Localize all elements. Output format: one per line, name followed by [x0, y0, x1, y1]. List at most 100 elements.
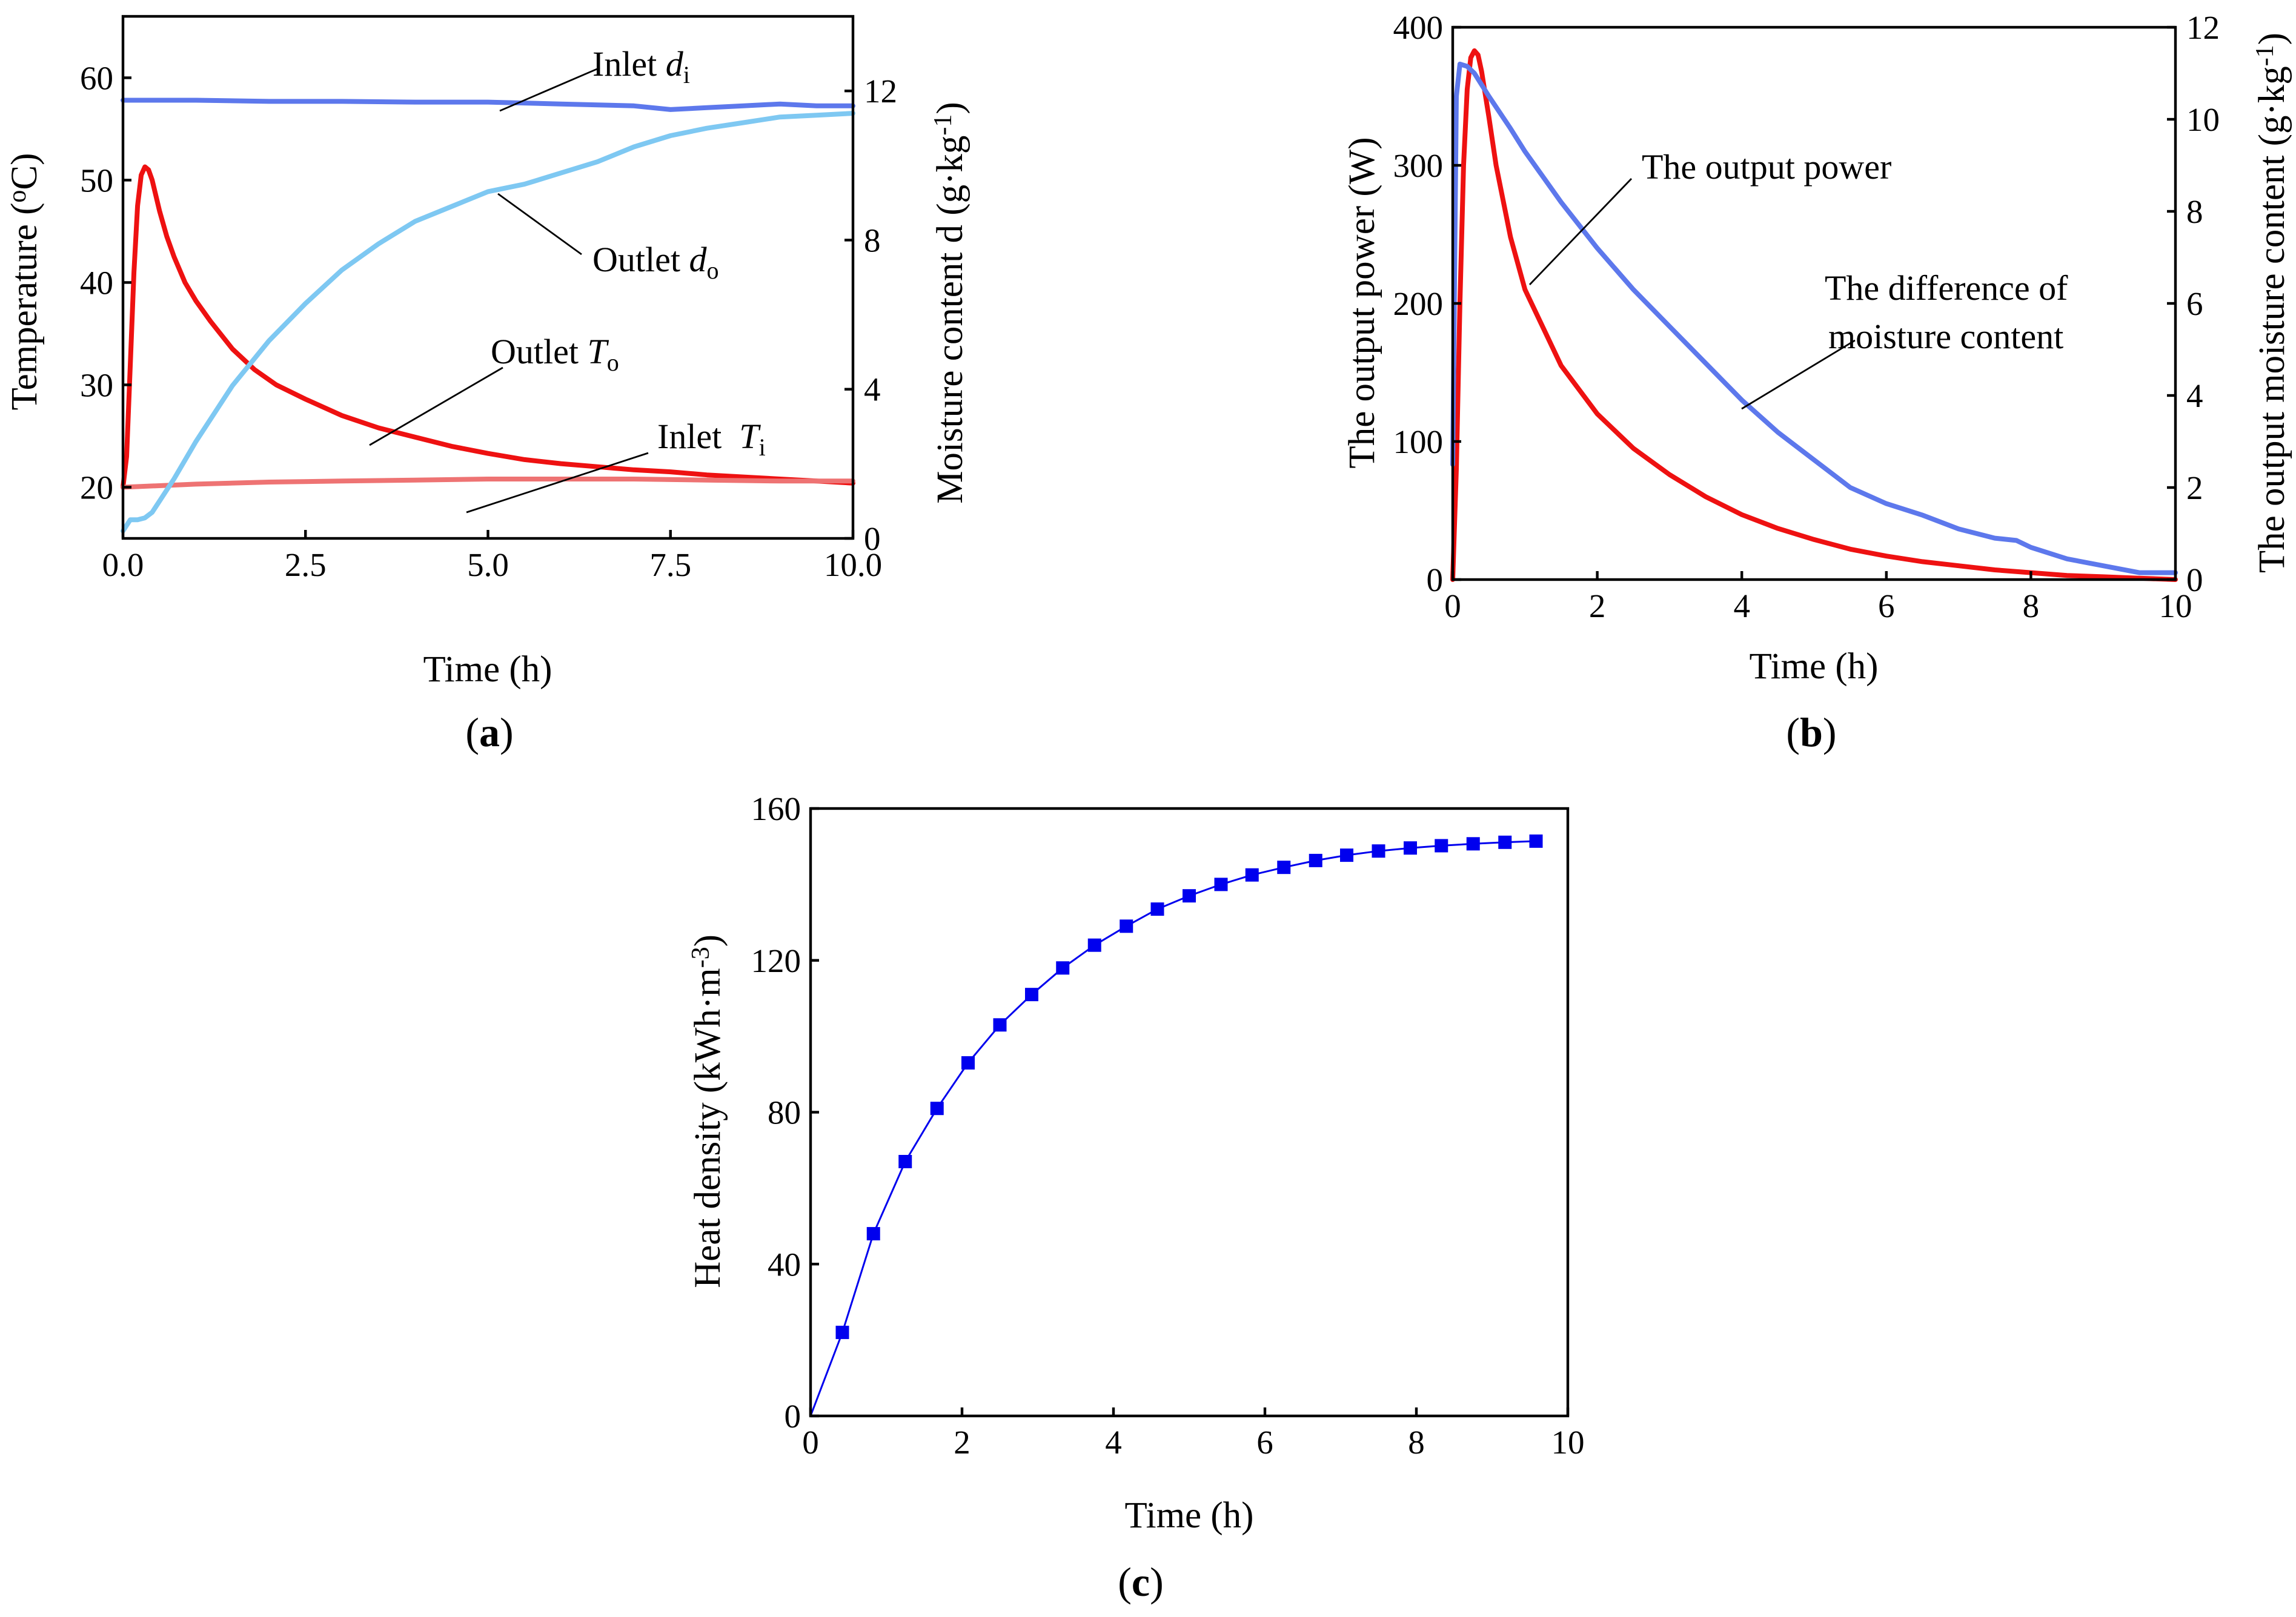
panel-b-ytick-label-right: 6 — [2186, 285, 2203, 322]
panel-c-xtick-label: 2 — [954, 1424, 970, 1461]
panel-c-data-point — [1150, 902, 1164, 916]
panel-b-xtick-label: 10 — [2159, 587, 2192, 624]
panel-a-label: (a) — [465, 709, 513, 755]
panel-c-ytick-label-left: 120 — [751, 942, 801, 979]
annotation-outlet-to: Outlet To — [491, 332, 619, 376]
panel-a-series-inlet-ti — [121, 477, 855, 490]
panel-a-xtick-label: 7.5 — [649, 546, 691, 583]
panel-b-ytick-label-right: 2 — [2186, 469, 2203, 506]
leader-inlet-ti — [466, 452, 649, 514]
panel-a-xtick-label: 2.5 — [285, 546, 327, 583]
panel-b-y-axis-title-left: The output power (W) — [1342, 137, 1382, 468]
panel-a-ytick-label-left: 60 — [80, 59, 113, 96]
panel-b-ytick-label-right: 4 — [2186, 377, 2203, 414]
panel-a-x-axis-title: Time (h) — [423, 649, 552, 690]
panel-b-series — [1450, 48, 2178, 582]
leader-outlet-to — [369, 366, 503, 446]
leader-inlet-di — [499, 67, 600, 112]
panel-c-xtick-label: 10 — [1551, 1424, 1585, 1461]
panel-c-data-point — [1277, 861, 1291, 875]
panel-c-data-point — [835, 1326, 849, 1340]
panel-a-series-inlet-di — [121, 98, 855, 112]
panel-a-series-outlet-to — [121, 164, 855, 490]
panel-c-data-point — [1087, 938, 1101, 952]
panel-b-ytick-label-left: 100 — [1393, 423, 1444, 460]
panel-c-data-point — [1120, 919, 1133, 933]
panel-a-ytick-label-right: 8 — [864, 222, 881, 259]
annotation-inlet-ti: Inlet Ti — [657, 417, 766, 461]
panel-c-data-point — [961, 1056, 975, 1070]
panel-c-xtick-label: 0 — [802, 1424, 819, 1461]
panel-c-data-point — [1404, 841, 1417, 855]
panel-b-ytick-label-right: 8 — [2186, 193, 2203, 230]
panel-b-ytick-label-left: 200 — [1393, 285, 1444, 322]
panel-c-data-point — [1309, 853, 1322, 867]
panel-a-plot-frame — [121, 15, 855, 540]
panel-c-data-point — [1435, 839, 1448, 853]
panel-c-data-point — [1372, 844, 1385, 858]
panel-c-label: (c) — [1118, 1559, 1164, 1605]
panel-a: 0.0 2.5 5.0 7.5 10.0 20 30 40 50 60 0 4 8 12 Inlet di… — [4, 15, 970, 755]
panel-a-ytick-label-right: 4 — [864, 371, 881, 408]
panel-a-series-outlet-do — [121, 111, 855, 534]
panel-a-ytick-label-left: 40 — [80, 264, 113, 301]
panel-a-ytick-label-left: 20 — [80, 469, 113, 506]
panel-b-ytick-label-right: 10 — [2186, 101, 2220, 138]
panel-b-xtick-label: 6 — [1878, 587, 1895, 624]
panel-c-y-axis-title: Heat density (kWh·m-3) — [687, 934, 728, 1288]
panel-b-ytick-label-left: 0 — [1427, 561, 1444, 598]
leader-difference — [1741, 339, 1856, 410]
panel-b-ytick-label-left: 400 — [1393, 9, 1444, 46]
annotation-outlet-do: Outlet do — [592, 240, 718, 284]
panel-c-data-point — [866, 1227, 880, 1241]
panel-c-ticks: 0 2 4 6 8 10 0 40 80 120 160 — [751, 790, 1585, 1461]
panel-c-data-point — [1498, 835, 1512, 849]
panel-a-ytick-label-right: 0 — [864, 520, 881, 557]
panel-b-xtick-label: 4 — [1733, 587, 1750, 624]
panel-a-y-axis-title-right: Moisture content d (g·kg-1) — [929, 102, 970, 504]
panel-c-data-point — [993, 1018, 1007, 1032]
panel-c-data-point — [1340, 848, 1353, 862]
panel-c-data-point — [1056, 961, 1070, 975]
panel-b-ytick-label-right: 0 — [2186, 561, 2203, 598]
panel-c-ytick-label-left: 80 — [768, 1094, 801, 1131]
panel-c-xtick-label: 4 — [1105, 1424, 1122, 1461]
panel-c-data-point — [930, 1102, 944, 1116]
panel-c-data-point — [1466, 837, 1480, 851]
panel-b-plot-frame — [1451, 25, 2177, 581]
panel-a-xtick-label: 0.0 — [102, 546, 144, 583]
panel-c-x-axis-title: Time (h) — [1125, 1495, 1254, 1536]
panel-b-series-the-difference-of-moisture-content — [1450, 61, 2178, 575]
annotation-difference-line2: moisture content — [1828, 317, 2063, 356]
panel-a-ytick-label-left: 50 — [80, 162, 113, 199]
panel-a-xtick-label: 5.0 — [467, 546, 509, 583]
panel-c-data-point — [1245, 868, 1259, 882]
panel-b-xtick-label: 0 — [1444, 587, 1461, 624]
panel-b-ytick-label-right: 12 — [2186, 9, 2220, 46]
panel-a-xtick-label: 10.0 — [824, 546, 882, 583]
panel-c-xtick-label: 6 — [1256, 1424, 1273, 1461]
panel-a-ytick-label-left: 30 — [80, 366, 113, 403]
panel-c-data-point — [1183, 889, 1196, 903]
annotation-inlet-di: Inlet di — [592, 44, 690, 88]
panel-b-x-axis-title: Time (h) — [1750, 646, 1879, 687]
panel-a-ticks: 0.0 2.5 5.0 7.5 10.0 20 30 40 50 60 0 4 8 12 — [80, 59, 897, 583]
panel-b-series-the-output-power — [1450, 48, 2178, 582]
leader-outlet-do — [497, 193, 582, 256]
panel-b-ytick-label-left: 300 — [1393, 147, 1444, 184]
panel-c-data-point — [898, 1154, 912, 1168]
annotation-difference-line1: The difference of — [1825, 268, 2068, 308]
panel-a-ytick-label-right: 12 — [864, 73, 897, 110]
panel-b-label: (b) — [1786, 709, 1836, 755]
panel-c-ytick-label-left: 0 — [785, 1398, 801, 1435]
panel-c-data-point — [1529, 834, 1543, 848]
annotation-output-power: The output power — [1642, 147, 1891, 187]
panel-c-ytick-label-left: 40 — [768, 1246, 801, 1283]
panel-c-data-point — [1025, 988, 1038, 1002]
leader-output-power — [1528, 178, 1633, 285]
panel-c: 0 2 4 6 8 10 0 40 80 120 160 Time (h) Heat density… — [687, 790, 1585, 1605]
panel-a-y-axis-title-left: Temperature (oC) — [4, 153, 45, 411]
